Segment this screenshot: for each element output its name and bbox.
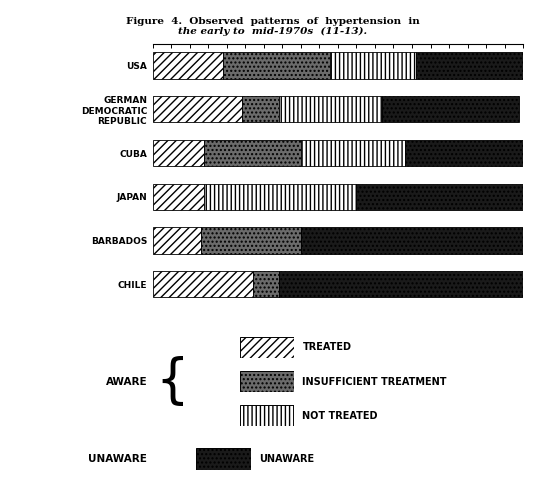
Text: 14-0-41-45: 14-0-41-45 — [0, 192, 1, 201]
Bar — [201, 227, 301, 254]
Bar — [278, 96, 383, 122]
Bar — [278, 271, 523, 297]
Bar — [416, 52, 523, 79]
Bar — [153, 96, 241, 122]
Bar — [153, 184, 204, 210]
Bar — [356, 184, 523, 210]
Text: UNAWARE: UNAWARE — [88, 454, 147, 464]
Bar — [153, 140, 204, 166]
Bar — [301, 140, 404, 166]
Text: 27-7-0-66: 27-7-0-66 — [0, 280, 1, 289]
Text: AWARE: AWARE — [106, 377, 147, 386]
Bar — [153, 52, 223, 79]
Bar — [301, 227, 523, 254]
Bar — [241, 96, 278, 122]
Text: TREATED: TREATED — [302, 343, 352, 352]
Bar — [253, 271, 278, 297]
Bar — [153, 271, 253, 297]
Text: 24-10-28-37: 24-10-28-37 — [0, 105, 1, 114]
Bar — [404, 140, 527, 166]
Text: 19-29-23-29: 19-29-23-29 — [0, 61, 1, 70]
Text: the early to  mid-1970s  (11-13).: the early to mid-1970s (11-13). — [178, 27, 367, 36]
Bar — [153, 227, 201, 254]
Text: 14-26-28-33: 14-26-28-33 — [0, 149, 1, 157]
Text: Figure  4.  Observed  patterns  of  hypertension  in: Figure 4. Observed patterns of hypertens… — [126, 17, 419, 26]
Bar — [330, 52, 416, 79]
Bar — [204, 140, 301, 166]
Text: UNAWARE: UNAWARE — [259, 454, 314, 464]
Bar — [204, 184, 356, 210]
Text: {: { — [155, 356, 189, 407]
Bar — [223, 52, 330, 79]
Text: INSUFFICIENT TREATMENT: INSUFFICIENT TREATMENT — [302, 377, 447, 386]
Text: 13-27-0-60: 13-27-0-60 — [0, 236, 1, 245]
Bar — [383, 96, 519, 122]
Text: NOT TREATED: NOT TREATED — [302, 411, 378, 420]
